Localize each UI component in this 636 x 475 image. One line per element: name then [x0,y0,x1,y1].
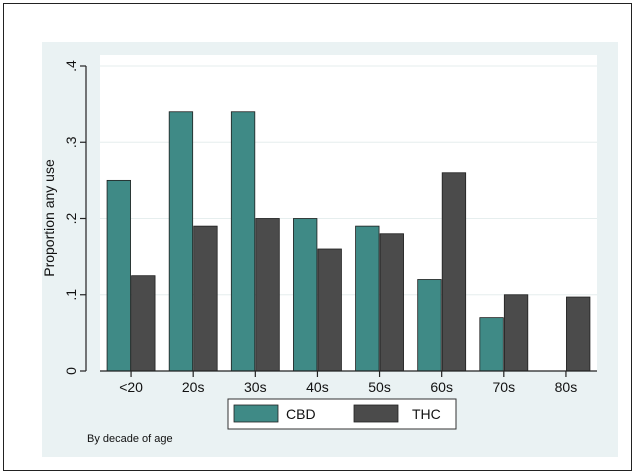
y-tick-label: .4 [63,60,79,72]
bar-thc-2 [255,218,280,372]
y-tick-label: .1 [63,289,79,301]
x-tick-label: <20 [119,379,143,395]
y-tick-label: .3 [63,136,79,148]
y-ticks: 0 .1 .2 .3 .4 [63,60,86,375]
bar-cbd-2 [230,111,256,372]
x-tick-label: 60s [430,379,453,395]
bar-thc-0 [131,275,156,372]
y-axis-label: Proportion any use [41,159,57,277]
bar-thc-3 [317,248,342,372]
legend-label-thc: THC [412,406,441,422]
bar-cbd-1 [168,111,194,372]
y-tick-label: 0 [63,367,79,375]
chart-note: By decade of age [87,433,173,445]
legend-label-cbd: CBD [286,406,316,422]
x-ticks: <20 20s 30s 40s 50s 60s 70s 80s [119,371,577,395]
x-tick-label: 70s [493,379,516,395]
bar-thc-5 [441,172,467,372]
y-tick-label: .2 [63,212,79,224]
x-tick-label: 40s [306,379,329,395]
bar-cbd-3 [293,218,318,372]
x-tick-label: 80s [555,379,578,395]
bar-thc-4 [379,233,404,372]
bars [106,111,591,372]
bar-cbd-6 [479,317,504,372]
x-tick-label: 30s [244,379,267,395]
x-tick-label: 20s [182,379,205,395]
bar-thc-7 [566,296,591,372]
bar-thc-6 [503,294,529,372]
bar-cbd-5 [417,279,442,372]
legend: CBD THC [227,398,457,430]
bar-cbd-0 [106,179,131,372]
legend-swatch-thc [353,404,399,423]
bar-thc-1 [193,225,218,372]
legend-swatch-cbd [233,404,279,423]
bar-cbd-4 [355,225,380,372]
x-tick-label: 50s [368,379,391,395]
